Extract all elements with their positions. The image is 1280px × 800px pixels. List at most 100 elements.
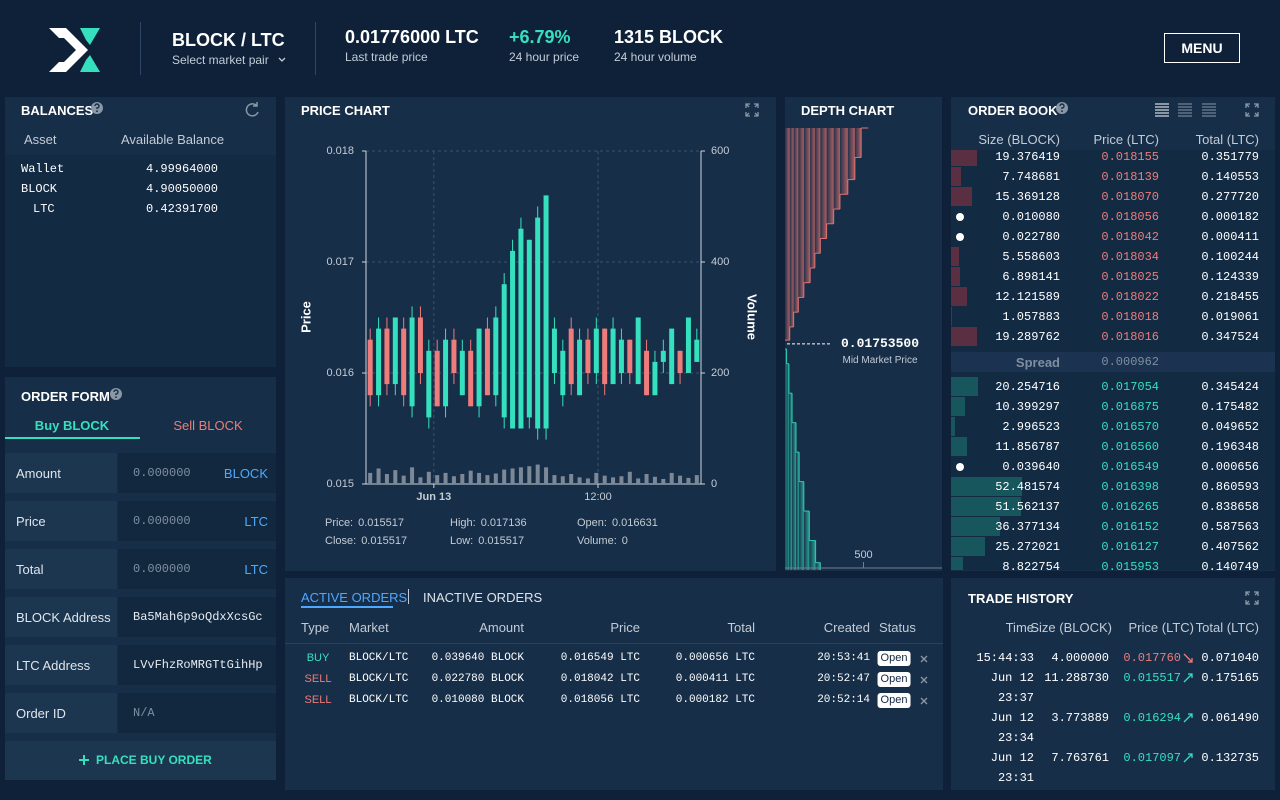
total: 0.071040 [1201,651,1259,665]
amount: 0.039640 BLOCK [431,651,524,664]
amount: 0.010080 BLOCK [431,693,524,706]
created: 20:52:14 [817,693,870,706]
depth-step [833,128,840,210]
spread-label: Spread [1015,354,1060,370]
input[interactable] [118,597,276,637]
input-value[interactable]: 0.000000 [133,466,191,480]
depth-bar [951,497,1021,516]
volume-bar [418,477,423,484]
total: 0.587563 [1201,520,1259,534]
total: 0.124339 [1201,270,1259,284]
y-axis-title: Price [298,301,313,333]
unit: LTC [244,513,268,529]
created: 20:52:47 [817,672,870,685]
input-value[interactable]: Ba5Mah6p9oQdxXcsGc [133,610,263,624]
tab[interactable]: Sell BLOCK [173,417,243,433]
price: 0.015517 [1123,671,1181,685]
logo-shape [49,28,88,72]
info-label: Price: [325,516,354,529]
candle-body [694,339,700,362]
y-tick-label: 0.018 [326,144,354,157]
input[interactable] [118,645,276,685]
column-header: Asset [24,131,57,147]
total: 0.175165 [1201,671,1259,685]
volume-bar [569,474,574,484]
column-header: Market [349,619,389,635]
info-value: 0 [621,534,628,547]
candle-body [677,350,683,373]
size: 5.558603 [1002,250,1060,264]
column-header: Available Balance [121,131,225,147]
field-label-bg [5,645,117,685]
market: BLOCK/LTC [349,651,409,664]
x-tick-label: 12:00 [584,490,612,503]
tab[interactable]: ACTIVE ORDERS [301,589,408,605]
info-value: 0.016631 [611,516,658,529]
menu-button[interactable] [1164,33,1240,63]
info-value: 0.017136 [480,516,527,529]
volume: 1315 BLOCK [614,27,724,47]
order-type: SELL [304,693,332,706]
input[interactable] [118,693,276,733]
column-header: Size (BLOCK) [1030,619,1112,635]
volume-bar [401,475,406,484]
column-header: Price [610,619,640,635]
depth-step [793,128,799,313]
ohlc-info: Close: 0.015517 [325,534,412,549]
price: 0.018042 [1101,230,1159,244]
price: 0.017097 [1123,751,1181,765]
price: 0.016549 LTC [560,651,640,664]
total: 0.019061 [1201,310,1259,324]
size: 0.022780 [1002,230,1060,244]
depth-bar [951,187,972,206]
depth-step [799,481,804,570]
panel-title: BALANCES [21,102,94,118]
volume-bar [686,477,691,484]
amount: 0.022780 BLOCK [431,672,524,685]
x-tick-label: Jun 13 [416,490,452,503]
input-value[interactable]: 0.000000 [133,562,191,576]
spread: 0.000962 [1101,355,1159,369]
input-value[interactable]: 0.000000 [133,514,191,528]
input-value[interactable]: N/A [133,706,155,720]
input[interactable] [118,501,276,541]
total: 0.351779 [1201,150,1259,164]
price: 0.016127 [1101,540,1159,554]
price: 0.015953 [1101,560,1159,570]
market-select[interactable]: Select market pair [172,53,269,67]
tab[interactable]: INACTIVE ORDERS [423,589,543,605]
price: 0.016570 [1101,420,1159,434]
depth-step [820,128,827,239]
input-value[interactable]: LVvFhzRoMRGTtGihHp [133,658,263,672]
volume-bar [527,466,532,484]
field-label: BLOCK Address [16,609,111,625]
input[interactable] [118,549,276,589]
input[interactable] [118,453,276,493]
volume-bar [376,468,381,484]
size: 19.376419 [995,150,1060,164]
asset: BLOCK [21,182,58,196]
price: 0.016294 [1123,711,1181,725]
y2-tick-label: 0 [711,477,718,490]
panel-title: TRADE HISTORY [968,590,1074,606]
button-label[interactable]: PLACE BUY ORDER [96,753,212,767]
volume-bar [611,477,616,484]
place-order-button[interactable] [5,741,276,780]
depth-step [788,393,793,570]
info-value: 0.015517 [361,534,408,547]
time: 23:34 [997,731,1034,745]
logo [49,28,100,72]
price: 0.018155 [1101,150,1159,164]
menu-label[interactable]: MENU [1181,40,1223,56]
volume-bar [426,471,431,484]
column-header: Status [879,619,916,635]
market-pair: BLOCK / LTC [172,30,285,50]
y2-tick-label: 400 [711,255,730,268]
tab[interactable]: Buy BLOCK [34,417,110,433]
status-badge: Open [877,671,911,687]
depth-step [792,422,796,570]
panel-title: ORDER BOOK [968,102,1058,118]
candle-body [551,328,557,373]
divider [315,22,316,75]
depth-bar [951,267,961,286]
